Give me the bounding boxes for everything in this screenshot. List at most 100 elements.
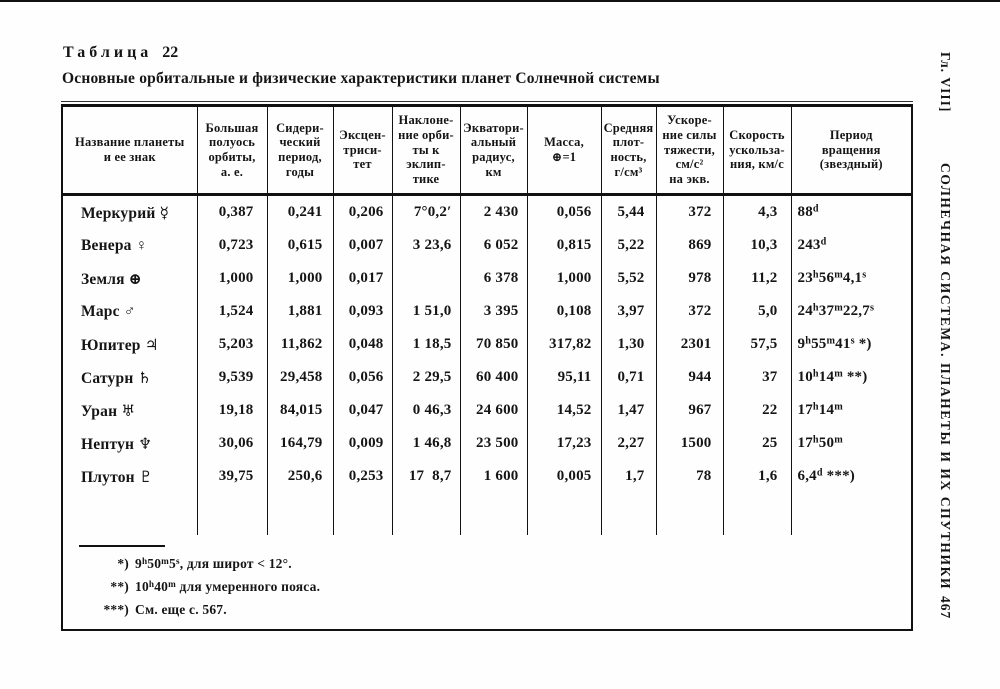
value-cell: 0,047 — [332, 394, 392, 427]
value-cell: 1,7 — [600, 460, 656, 493]
value-cell: 0,71 — [600, 361, 656, 394]
value-cell: 10h14m **) — [790, 361, 911, 394]
planets-table-header: Название планеты и ее знак Большая полуос… — [63, 107, 911, 196]
value-cell: 19,18 — [196, 394, 267, 427]
planet-name-cell: Нептун ♆ — [81, 435, 153, 453]
table-caption-number: 22 — [162, 44, 179, 61]
value-cell: 1,30 — [600, 328, 656, 361]
column-header-3: Эксцен- триси- тет — [332, 107, 392, 196]
planet-name-cell: Уран ♅ — [81, 402, 136, 420]
value-cell: 0 46,3 — [391, 394, 460, 427]
value-cell: 1,881 — [266, 295, 333, 328]
value-cell: 3,97 — [600, 295, 656, 328]
page-top-edge-line — [0, 0, 1000, 2]
value-cell: 5,203 — [196, 328, 267, 361]
value-cell: 30,06 — [196, 427, 267, 460]
spacer-cell — [526, 493, 601, 535]
value-cell: 6 378 — [459, 262, 527, 295]
column-header-9: Скорость ускольза- ния, км/с — [722, 107, 791, 196]
planets-table-body: Меркурий ☿ 0,387 0,241 0,206 7°0,2′ 2 430 0,05… — [63, 194, 911, 535]
value-cell: 0,615 — [266, 229, 333, 262]
footnote-list: *) 9h50m5s, для широт < 12°. **) 10h40m для… — [63, 556, 911, 618]
footnote-text: См. еще с. 567. — [135, 602, 227, 617]
value-cell: 250,6 — [266, 460, 333, 493]
column-header-0: Название планеты и ее знак — [63, 107, 197, 196]
value-cell: 0,007 — [332, 229, 392, 262]
value-cell: 0,005 — [526, 460, 601, 493]
footnote-marker: ***) — [103, 602, 129, 617]
value-cell: 39,75 — [196, 460, 267, 493]
value-cell: 164,79 — [266, 427, 333, 460]
planets-table: Название планеты и ее знак Большая полуос… — [63, 107, 911, 535]
value-cell: 25 — [722, 427, 791, 460]
value-cell: 317,82 — [526, 328, 601, 361]
value-cell: 24h37m22,7s — [790, 295, 911, 328]
value-cell: 1,47 — [600, 394, 656, 427]
value-cell: 5,52 — [600, 262, 656, 295]
value-cell: 29,458 — [266, 361, 333, 394]
value-cell: 1,524 — [196, 295, 267, 328]
value-cell: 2 29,5 — [391, 361, 460, 394]
table-subtitle: Основные орбитальные и физические характ… — [62, 70, 660, 87]
value-cell: 0,253 — [332, 460, 392, 493]
value-cell: 88d — [790, 194, 911, 229]
planet-name-cell: Юпитер ♃ — [81, 336, 159, 354]
spacer-row — [63, 493, 911, 535]
value-cell: 0,815 — [526, 229, 601, 262]
margin-page-number: 467 — [938, 596, 953, 620]
value-cell: 6,4d ***) — [790, 460, 911, 493]
margin-running-title: СОЛНЕЧНАЯ СИСТЕМА. ПЛАНЕТЫ И ИХ СПУТНИКИ — [938, 163, 953, 591]
value-cell: 23 500 — [459, 427, 527, 460]
value-cell: 0,723 — [196, 229, 267, 262]
footnote-marker: *) — [117, 556, 129, 571]
value-cell: 0,009 — [332, 427, 392, 460]
spacer-cell — [391, 493, 460, 535]
spacer-cell — [266, 493, 333, 535]
value-cell: 17h14m — [790, 394, 911, 427]
table-row: Сатурн ♄ 9,539 29,458 0,056 2 29,5 60 400 95,1… — [63, 361, 911, 394]
value-cell: 3 395 — [459, 295, 527, 328]
value-cell: 1 51,0 — [391, 295, 460, 328]
value-cell: 0,206 — [332, 194, 392, 229]
value-cell: 24 600 — [459, 394, 527, 427]
value-cell: 11,2 — [722, 262, 791, 295]
footnote-area: *) 9h50m5s, для широт < 12°. **) 10h40m для… — [63, 545, 911, 618]
value-cell: 6 052 — [459, 229, 527, 262]
value-cell: 22 — [722, 394, 791, 427]
value-cell: 243d — [790, 229, 911, 262]
value-cell: 2,27 — [600, 427, 656, 460]
footnote-text: 9h50m5s, для широт < 12°. — [135, 555, 292, 571]
column-header-10: Период вращения (звездный) — [790, 107, 911, 196]
value-cell: 7°0,2′ — [391, 194, 460, 229]
value-cell: 1,000 — [526, 262, 601, 295]
value-cell: 0,056 — [526, 194, 601, 229]
value-cell: 84,015 — [266, 394, 333, 427]
value-cell: 1 18,5 — [391, 328, 460, 361]
value-cell: 95,11 — [526, 361, 601, 394]
spacer-cell — [459, 493, 527, 535]
column-header-1: Большая полуось орбиты, а. е. — [196, 107, 267, 196]
spacer-cell — [600, 493, 656, 535]
value-cell: 17h50m — [790, 427, 911, 460]
value-cell: 3 23,6 — [391, 229, 460, 262]
spacer-cell — [332, 493, 392, 535]
value-cell: 0,241 — [266, 194, 333, 229]
spacer-cell — [722, 493, 791, 535]
value-cell: 1,000 — [266, 262, 333, 295]
value-cell: 5,0 — [722, 295, 791, 328]
table-row: Земля ⊕ 1,000 1,000 0,017 6 378 1,000 5,52 978 1… — [63, 262, 911, 295]
value-cell: 372 — [655, 295, 723, 328]
value-cell: 2 430 — [459, 194, 527, 229]
value-cell: 17,23 — [526, 427, 601, 460]
table-row: Меркурий ☿ 0,387 0,241 0,206 7°0,2′ 2 430 0,05… — [63, 194, 911, 229]
planet-name-cell: Марс ♂ — [81, 302, 136, 320]
value-cell: 0,056 — [332, 361, 392, 394]
planet-name-cell: Сатурн ♄ — [81, 369, 152, 387]
spacer-cell — [790, 493, 911, 535]
value-cell: 1,6 — [722, 460, 791, 493]
value-cell — [391, 262, 460, 295]
value-cell: 1 600 — [459, 460, 527, 493]
table-row: Плутон ♇ 39,75 250,6 0,253 17 8,7 1 600 0,005 1… — [63, 460, 911, 493]
footnote-divider — [79, 545, 165, 547]
column-header-6: Масса, ⊕=1 — [526, 107, 601, 196]
